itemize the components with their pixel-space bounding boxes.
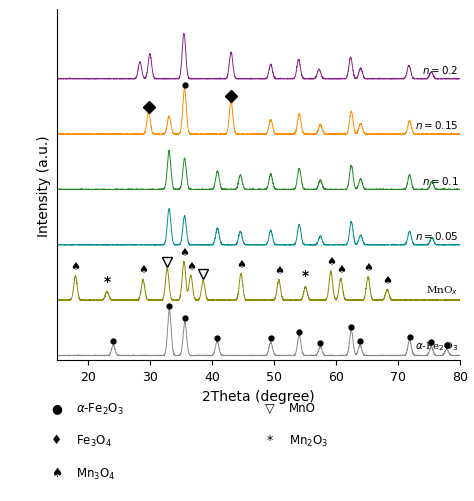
Text: Mn$_2$O$_3$: Mn$_2$O$_3$ bbox=[289, 433, 328, 448]
Text: MnO: MnO bbox=[289, 401, 316, 414]
Y-axis label: Intensity (a.u.): Intensity (a.u.) bbox=[37, 135, 51, 236]
Text: ♠: ♠ bbox=[326, 257, 336, 267]
Text: $\alpha$-Fe$_2$O$_3$: $\alpha$-Fe$_2$O$_3$ bbox=[76, 401, 123, 416]
X-axis label: 2Theta (degree): 2Theta (degree) bbox=[202, 389, 315, 403]
Text: $n = 0.1$: $n = 0.1$ bbox=[422, 174, 458, 186]
Text: *: * bbox=[267, 433, 273, 446]
Text: ♠: ♠ bbox=[186, 262, 196, 272]
Text: ♠: ♠ bbox=[336, 264, 346, 274]
Text: *: * bbox=[103, 274, 110, 288]
Text: ♦: ♦ bbox=[51, 433, 63, 446]
Text: $\alpha$-Fe$_2$O$_3$: $\alpha$-Fe$_2$O$_3$ bbox=[415, 339, 458, 352]
Text: ▽: ▽ bbox=[265, 401, 275, 414]
Text: ♠: ♠ bbox=[71, 262, 81, 272]
Text: $n = 0.15$: $n = 0.15$ bbox=[415, 119, 458, 131]
Text: ●: ● bbox=[52, 401, 62, 414]
Text: Mn$_3$O$_4$: Mn$_3$O$_4$ bbox=[76, 466, 115, 481]
Text: ♠: ♠ bbox=[138, 265, 148, 275]
Text: ♠: ♠ bbox=[382, 275, 392, 285]
Text: ♠: ♠ bbox=[179, 247, 189, 258]
Text: $n = 0.05$: $n = 0.05$ bbox=[415, 229, 458, 241]
Text: *: * bbox=[302, 269, 309, 283]
Text: $n = 0.2$: $n = 0.2$ bbox=[422, 64, 458, 76]
Text: ♠: ♠ bbox=[363, 263, 373, 273]
Text: MnO$_x$: MnO$_x$ bbox=[426, 284, 458, 297]
Text: Fe$_3$O$_4$: Fe$_3$O$_4$ bbox=[76, 433, 112, 448]
Text: ♠: ♠ bbox=[51, 466, 63, 479]
Text: ♠: ♠ bbox=[274, 265, 284, 275]
Text: ♠: ♠ bbox=[236, 260, 246, 270]
